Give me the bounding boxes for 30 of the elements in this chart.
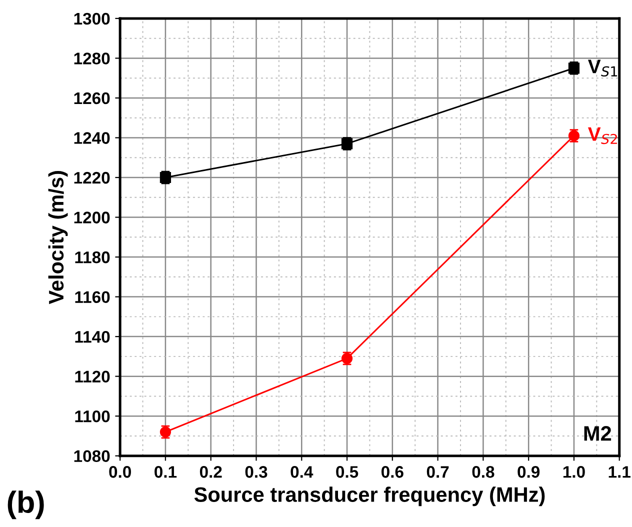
y-tick-label: 1100 <box>75 410 110 422</box>
y-tick-label: 1160 <box>75 291 110 303</box>
annotation: M2 <box>584 426 612 441</box>
x-tick-label: 1.0 <box>563 466 585 478</box>
x-tick-label: 0.9 <box>518 466 540 478</box>
x-tick-label: 0.8 <box>472 466 494 478</box>
x-tick-label: 0.6 <box>381 466 404 478</box>
x-tick-label: 0.4 <box>290 466 314 478</box>
y-axis-title: Velocity (m/s) <box>48 171 68 304</box>
y-tick-label: 1240 <box>74 132 110 144</box>
series-label: V$_{S2}$ <box>588 127 617 144</box>
text: (b) <box>8 490 44 520</box>
y-tick-label: 1300 <box>74 12 110 25</box>
y-tick-label: 1280 <box>74 52 110 64</box>
x-axis-title: Source transducer frequency (MHz) <box>194 486 545 506</box>
x-tick-label: 0.2 <box>200 466 222 478</box>
series-label: V$_{S1}$ <box>588 60 618 77</box>
x-tick-label: 0.3 <box>245 466 268 478</box>
y-tick-label: 1080 <box>74 450 110 462</box>
x-tick-label: 1.1 <box>608 466 630 478</box>
y-tick-label: 1200 <box>74 212 110 224</box>
y-tick-label: 1180 <box>75 251 110 264</box>
x-tick-label: 0.0 <box>109 466 131 478</box>
y-tick-label: 1220 <box>74 172 110 184</box>
y-tick-label: 1140 <box>75 330 110 343</box>
x-tick-label: 0.7 <box>426 466 449 478</box>
y-tick-label: 1120 <box>75 370 110 383</box>
x-tick-label: 0.5 <box>336 466 358 478</box>
x-tick-label: 0.1 <box>154 466 177 478</box>
y-tick-label: 1260 <box>74 92 110 104</box>
